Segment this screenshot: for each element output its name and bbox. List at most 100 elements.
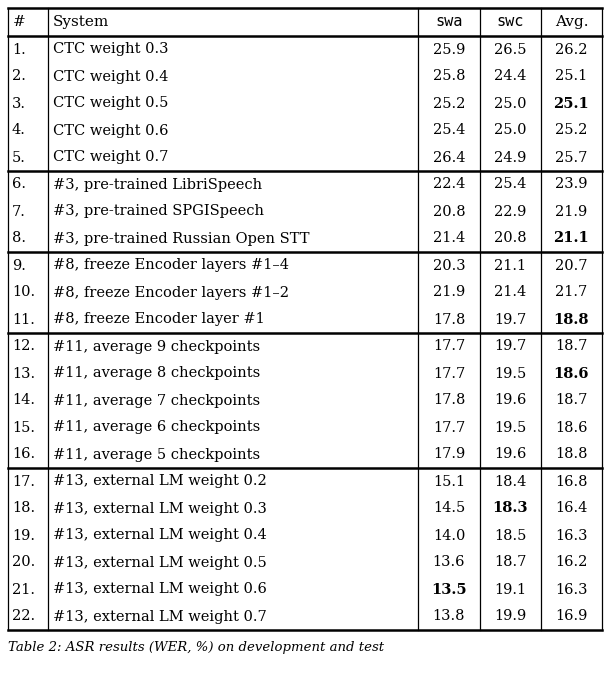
Text: 13.5: 13.5 bbox=[431, 583, 467, 596]
Text: 18.7: 18.7 bbox=[555, 393, 587, 408]
Text: 16.3: 16.3 bbox=[555, 529, 587, 542]
Text: 22.: 22. bbox=[12, 609, 35, 624]
Text: 21.1: 21.1 bbox=[553, 231, 589, 246]
Text: 17.7: 17.7 bbox=[433, 339, 465, 354]
Text: 18.6: 18.6 bbox=[555, 421, 587, 434]
Text: 25.0: 25.0 bbox=[494, 96, 526, 111]
Text: #13, external LM weight 0.5: #13, external LM weight 0.5 bbox=[52, 555, 267, 570]
Text: 17.8: 17.8 bbox=[433, 393, 465, 408]
Text: 14.: 14. bbox=[12, 393, 35, 408]
Text: 17.9: 17.9 bbox=[433, 447, 465, 462]
Text: 20.3: 20.3 bbox=[432, 259, 465, 272]
Text: 16.9: 16.9 bbox=[555, 609, 587, 624]
Text: 25.8: 25.8 bbox=[432, 70, 465, 83]
Text: #3, pre-trained LibriSpeech: #3, pre-trained LibriSpeech bbox=[52, 178, 262, 192]
Text: 25.4: 25.4 bbox=[494, 178, 526, 192]
Text: 17.8: 17.8 bbox=[433, 313, 465, 326]
Text: 18.3: 18.3 bbox=[492, 501, 528, 516]
Text: 21.9: 21.9 bbox=[555, 205, 587, 218]
Text: 25.1: 25.1 bbox=[553, 96, 589, 111]
Text: #13, external LM weight 0.6: #13, external LM weight 0.6 bbox=[52, 583, 267, 596]
Text: #3, pre-trained Russian Open STT: #3, pre-trained Russian Open STT bbox=[52, 231, 309, 246]
Text: 21.7: 21.7 bbox=[555, 285, 587, 300]
Text: CTC weight 0.6: CTC weight 0.6 bbox=[52, 124, 168, 137]
Text: 25.1: 25.1 bbox=[555, 70, 587, 83]
Text: #8, freeze Encoder layers #1–4: #8, freeze Encoder layers #1–4 bbox=[52, 259, 289, 272]
Text: 15.1: 15.1 bbox=[433, 475, 465, 488]
Text: 16.: 16. bbox=[12, 447, 35, 462]
Text: #8, freeze Encoder layers #1–2: #8, freeze Encoder layers #1–2 bbox=[52, 285, 289, 300]
Text: 19.6: 19.6 bbox=[494, 393, 526, 408]
Text: 2.: 2. bbox=[12, 70, 26, 83]
Text: 18.8: 18.8 bbox=[555, 447, 587, 462]
Text: 9.: 9. bbox=[12, 259, 26, 272]
Text: System: System bbox=[52, 15, 109, 29]
Text: 18.7: 18.7 bbox=[494, 555, 526, 570]
Text: #13, external LM weight 0.7: #13, external LM weight 0.7 bbox=[52, 609, 267, 624]
Text: 17.7: 17.7 bbox=[433, 421, 465, 434]
Text: 22.9: 22.9 bbox=[494, 205, 526, 218]
Text: 14.0: 14.0 bbox=[433, 529, 465, 542]
Text: 21.9: 21.9 bbox=[433, 285, 465, 300]
Text: 18.4: 18.4 bbox=[494, 475, 526, 488]
Text: 19.: 19. bbox=[12, 529, 35, 542]
Text: 16.3: 16.3 bbox=[555, 583, 587, 596]
Text: CTC weight 0.3: CTC weight 0.3 bbox=[52, 42, 168, 57]
Text: #8, freeze Encoder layer #1: #8, freeze Encoder layer #1 bbox=[52, 313, 264, 326]
Text: 17.7: 17.7 bbox=[433, 367, 465, 380]
Text: 14.5: 14.5 bbox=[433, 501, 465, 516]
Text: 15.: 15. bbox=[12, 421, 35, 434]
Text: 26.4: 26.4 bbox=[432, 150, 465, 164]
Text: 21.1: 21.1 bbox=[494, 259, 526, 272]
Text: #13, external LM weight 0.3: #13, external LM weight 0.3 bbox=[52, 501, 267, 516]
Text: 20.8: 20.8 bbox=[432, 205, 465, 218]
Text: 21.4: 21.4 bbox=[433, 231, 465, 246]
Text: #11, average 8 checkpoints: #11, average 8 checkpoints bbox=[52, 367, 260, 380]
Text: 1.: 1. bbox=[12, 42, 26, 57]
Text: 19.6: 19.6 bbox=[494, 447, 526, 462]
Text: #13, external LM weight 0.2: #13, external LM weight 0.2 bbox=[52, 475, 267, 488]
Text: 18.5: 18.5 bbox=[494, 529, 526, 542]
Text: 13.8: 13.8 bbox=[432, 609, 465, 624]
Text: CTC weight 0.5: CTC weight 0.5 bbox=[52, 96, 168, 111]
Text: #3, pre-trained SPGISpeech: #3, pre-trained SPGISpeech bbox=[52, 205, 264, 218]
Text: swc: swc bbox=[497, 14, 524, 29]
Text: #: # bbox=[13, 15, 26, 29]
Text: 12.: 12. bbox=[12, 339, 35, 354]
Text: 7.: 7. bbox=[12, 205, 26, 218]
Text: 3.: 3. bbox=[12, 96, 26, 111]
Text: 23.9: 23.9 bbox=[555, 178, 587, 192]
Text: 19.9: 19.9 bbox=[494, 609, 526, 624]
Text: CTC weight 0.4: CTC weight 0.4 bbox=[52, 70, 168, 83]
Text: 19.5: 19.5 bbox=[494, 367, 526, 380]
Text: 25.7: 25.7 bbox=[555, 150, 587, 164]
Text: 21.4: 21.4 bbox=[494, 285, 526, 300]
Text: Avg.: Avg. bbox=[554, 15, 588, 29]
Text: 6.: 6. bbox=[12, 178, 26, 192]
Text: 26.5: 26.5 bbox=[494, 42, 526, 57]
Text: #11, average 5 checkpoints: #11, average 5 checkpoints bbox=[52, 447, 260, 462]
Text: 19.5: 19.5 bbox=[494, 421, 526, 434]
Text: 16.4: 16.4 bbox=[555, 501, 587, 516]
Text: 18.8: 18.8 bbox=[554, 313, 589, 326]
Text: 25.2: 25.2 bbox=[555, 124, 587, 137]
Text: #11, average 9 checkpoints: #11, average 9 checkpoints bbox=[52, 339, 260, 354]
Text: 18.6: 18.6 bbox=[554, 367, 589, 380]
Text: 5.: 5. bbox=[12, 150, 26, 164]
Text: 16.2: 16.2 bbox=[555, 555, 587, 570]
Text: 19.1: 19.1 bbox=[494, 583, 526, 596]
Text: 19.7: 19.7 bbox=[494, 339, 526, 354]
Text: 10.: 10. bbox=[12, 285, 35, 300]
Text: 24.4: 24.4 bbox=[494, 70, 526, 83]
Text: 13.6: 13.6 bbox=[432, 555, 465, 570]
Text: 21.: 21. bbox=[12, 583, 35, 596]
Text: 20.: 20. bbox=[12, 555, 35, 570]
Text: 8.: 8. bbox=[12, 231, 26, 246]
Text: 25.9: 25.9 bbox=[433, 42, 465, 57]
Text: #11, average 7 checkpoints: #11, average 7 checkpoints bbox=[52, 393, 260, 408]
Text: 20.8: 20.8 bbox=[494, 231, 526, 246]
Text: 24.9: 24.9 bbox=[494, 150, 526, 164]
Text: 18.: 18. bbox=[12, 501, 35, 516]
Text: 16.8: 16.8 bbox=[555, 475, 587, 488]
Text: 25.2: 25.2 bbox=[433, 96, 465, 111]
